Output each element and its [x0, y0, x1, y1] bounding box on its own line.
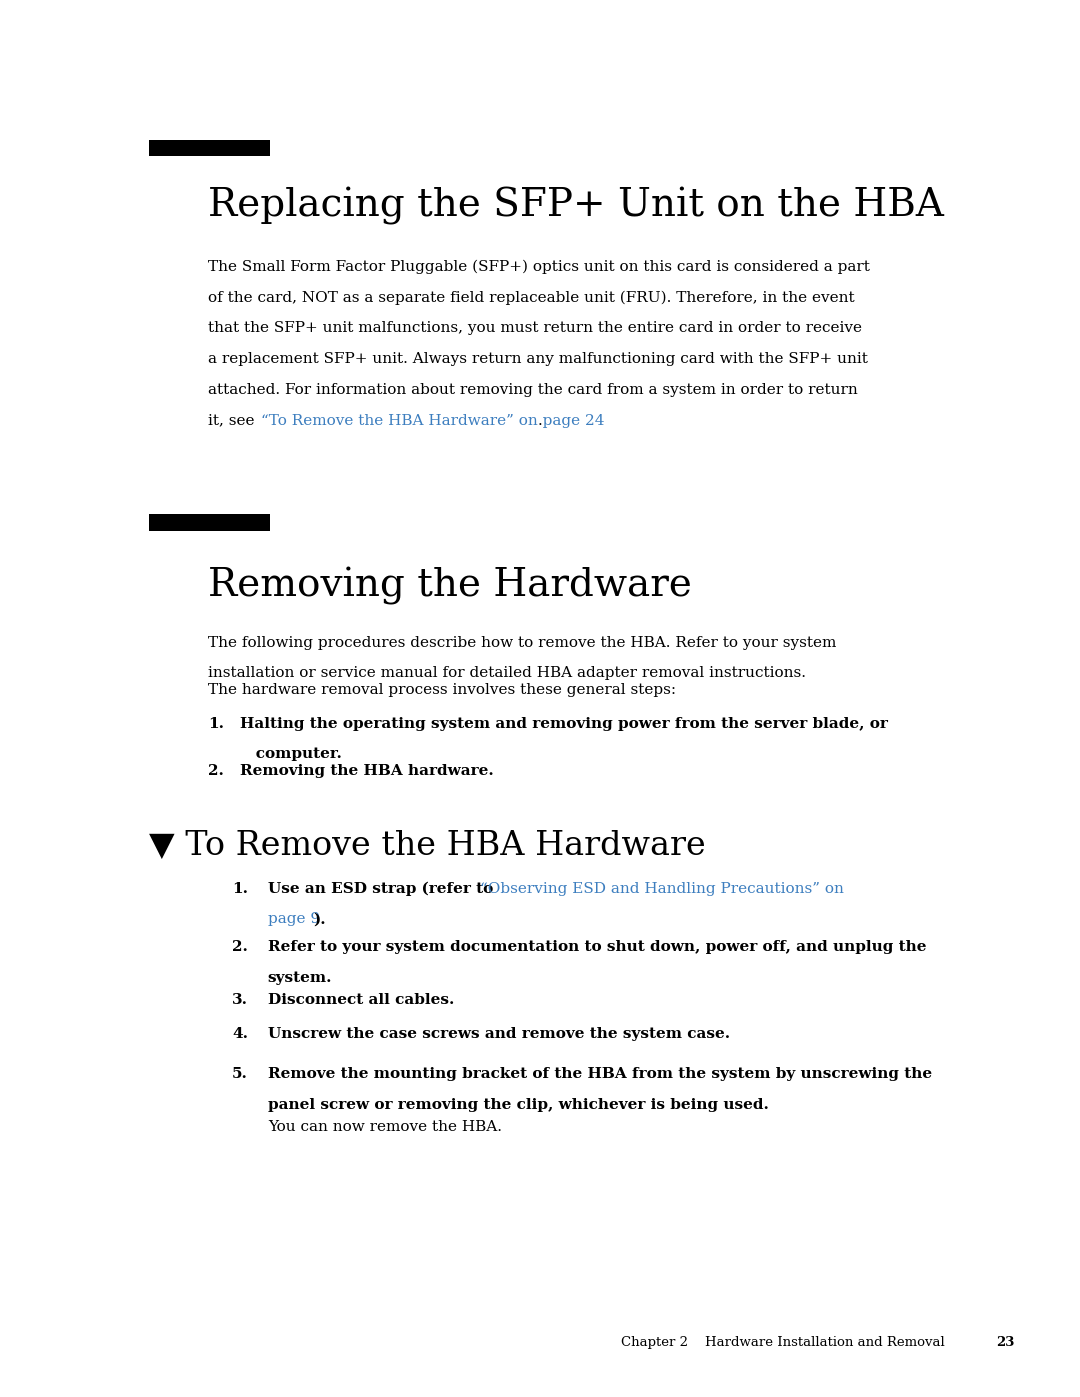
Bar [149, 514, 270, 531]
Text: 3.: 3. [232, 993, 248, 1007]
Text: Chapter 2    Hardware Installation and Removal: Chapter 2 Hardware Installation and Remo… [621, 1336, 945, 1348]
Text: Use an ESD strap (refer to: Use an ESD strap (refer to [268, 882, 498, 895]
Text: “To Remove the HBA Hardware” on page 24: “To Remove the HBA Hardware” on page 24 [261, 414, 605, 427]
Text: Refer to your system documentation to shut down, power off, and unplug the: Refer to your system documentation to sh… [268, 940, 927, 954]
Text: 2.: 2. [208, 764, 225, 778]
Text: attached. For information about removing the card from a system in order to retu: attached. For information about removing… [208, 383, 859, 397]
Text: that the SFP+ unit malfunctions, you must return the entire card in order to rec: that the SFP+ unit malfunctions, you mus… [208, 321, 863, 335]
Bar [149, 140, 270, 156]
Text: The hardware removal process involves these general steps:: The hardware removal process involves th… [208, 683, 676, 697]
Text: 23: 23 [996, 1336, 1014, 1348]
Text: 1.: 1. [208, 717, 225, 731]
Text: panel screw or removing the clip, whichever is being used.: panel screw or removing the clip, whiche… [268, 1098, 769, 1112]
Text: it, see: it, see [208, 414, 260, 427]
Text: The Small Form Factor Pluggable (SFP+) optics unit on this card is considered a : The Small Form Factor Pluggable (SFP+) o… [208, 260, 870, 274]
Text: The following procedures describe how to remove the HBA. Refer to your system: The following procedures describe how to… [208, 636, 837, 650]
Text: Remove the mounting bracket of the HBA from the system by unscrewing the: Remove the mounting bracket of the HBA f… [268, 1067, 932, 1081]
Text: ).: ). [313, 912, 326, 926]
Text: installation or service manual for detailed HBA adapter removal instructions.: installation or service manual for detai… [208, 666, 807, 680]
Text: Removing the Hardware: Removing the Hardware [208, 567, 692, 605]
Text: of the card, NOT as a separate field replaceable unit (FRU). Therefore, in the e: of the card, NOT as a separate field rep… [208, 291, 855, 305]
Text: Disconnect all cables.: Disconnect all cables. [268, 993, 455, 1007]
Text: .: . [538, 414, 542, 427]
Text: 2.: 2. [232, 940, 248, 954]
Text: system.: system. [268, 971, 333, 985]
Text: “Observing ESD and Handling Precautions” on: “Observing ESD and Handling Precautions”… [480, 882, 843, 895]
Text: 4.: 4. [232, 1027, 248, 1041]
Text: a replacement SFP+ unit. Always return any malfunctioning card with the SFP+ uni: a replacement SFP+ unit. Always return a… [208, 352, 868, 366]
Text: 5.: 5. [232, 1067, 248, 1081]
Text: Halting the operating system and removing power from the server blade, or: Halting the operating system and removin… [240, 717, 888, 731]
Text: ▼ To Remove the HBA Hardware: ▼ To Remove the HBA Hardware [149, 830, 706, 862]
Text: Replacing the SFP+ Unit on the HBA: Replacing the SFP+ Unit on the HBA [208, 187, 944, 225]
Text: 1.: 1. [232, 882, 248, 895]
Text: page 9: page 9 [268, 912, 320, 926]
Text: You can now remove the HBA.: You can now remove the HBA. [268, 1120, 502, 1134]
Text: computer.: computer. [240, 747, 341, 761]
Text: Unscrew the case screws and remove the system case.: Unscrew the case screws and remove the s… [268, 1027, 730, 1041]
Text: Removing the HBA hardware.: Removing the HBA hardware. [240, 764, 494, 778]
